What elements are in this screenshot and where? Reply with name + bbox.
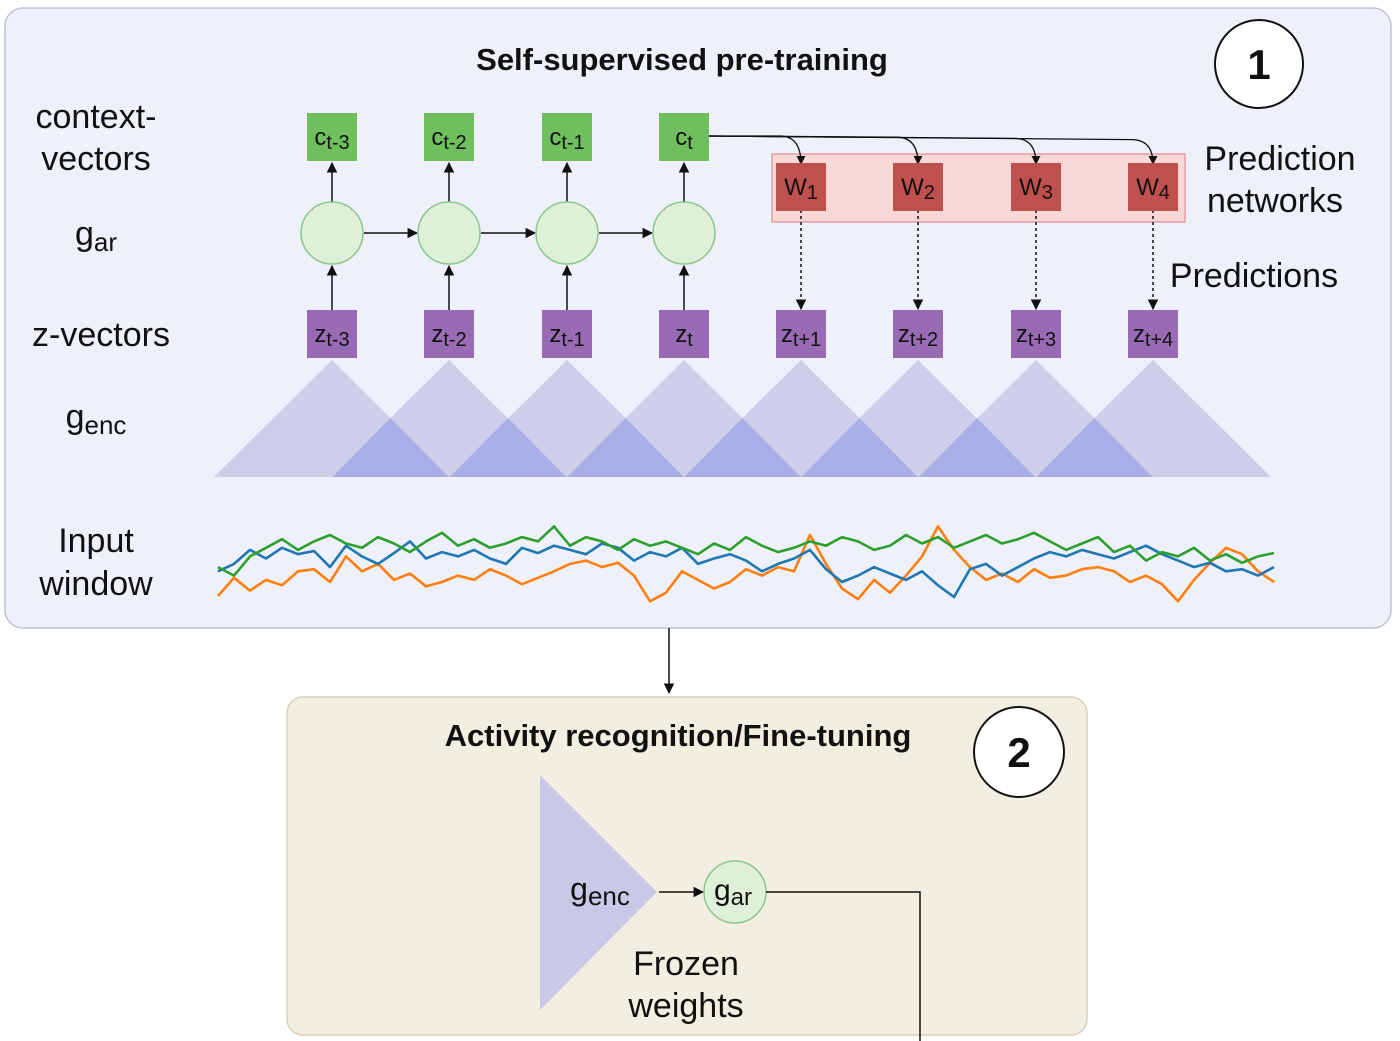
row-label-context-2: vectors xyxy=(41,140,151,178)
z-vector-label: zt+2 xyxy=(898,321,938,351)
signal-green xyxy=(217,525,1275,577)
frozen-weights-label-1: Frozen xyxy=(633,945,739,983)
gar-cell xyxy=(652,201,716,265)
row-label-input-1: Input xyxy=(58,522,134,560)
gar-cell xyxy=(417,201,481,265)
context-vector-box xyxy=(542,113,592,161)
encoder-triangles xyxy=(214,360,1271,477)
row-label-genc: genc xyxy=(66,398,127,440)
prediction-networks-label-1: Prediction xyxy=(1204,140,1355,178)
frozen-weights-label-2: weights xyxy=(627,987,743,1025)
gar-output-line xyxy=(766,891,921,1041)
z-vector-label: zt-2 xyxy=(431,321,466,351)
signal-orange xyxy=(217,525,1275,603)
z-vector-box xyxy=(542,310,592,358)
context-vector-label: ct xyxy=(675,124,693,154)
encoder-overlap xyxy=(684,418,801,477)
prediction-network-box xyxy=(893,163,943,211)
frozen-encoder-triangle xyxy=(540,775,657,1010)
prediction-network-label: W3 xyxy=(1019,174,1053,204)
prediction-network-box xyxy=(1011,163,1061,211)
encoder-overlap xyxy=(332,418,449,477)
z-vector-box xyxy=(1011,310,1061,358)
encoder-overlap xyxy=(919,418,1035,477)
finetuning-panel xyxy=(286,696,1088,1036)
z-vector-box xyxy=(893,310,943,358)
encoder-overlap xyxy=(1036,418,1153,477)
gar-cell xyxy=(300,201,364,265)
input-window-signals xyxy=(217,525,1275,603)
row-label-input-2: window xyxy=(38,565,153,603)
pretraining-title: Self-supervised pre-training xyxy=(476,42,888,77)
z-vector-label: zt+4 xyxy=(1133,321,1173,351)
context-vector-label: ct-2 xyxy=(431,124,466,154)
z-vector-label: zt+1 xyxy=(781,321,821,351)
z-vector-label: zt-3 xyxy=(314,321,349,351)
prediction-networks: W1 W2 W3 W4 xyxy=(776,163,1178,211)
encoder-overlap xyxy=(567,418,684,477)
step-1-number: 1 xyxy=(1247,41,1270,88)
row-label-gar: gar xyxy=(75,215,117,257)
finetune-genc-label: genc xyxy=(570,871,630,911)
connections xyxy=(326,135,1159,311)
context-vector-box xyxy=(307,113,357,161)
prediction-network-label: W1 xyxy=(784,174,818,204)
prediction-network-box xyxy=(1128,163,1178,211)
step-1-badge xyxy=(1214,19,1304,109)
prediction-networks-box xyxy=(771,153,1186,223)
context-vector-label: ct-1 xyxy=(549,124,584,154)
z-vector-box xyxy=(776,310,826,358)
row-label-context-1: context- xyxy=(36,98,157,136)
gar-cells xyxy=(300,201,716,265)
context-vector-box xyxy=(424,113,474,161)
signal-blue xyxy=(217,540,1275,599)
prediction-network-box xyxy=(776,163,826,211)
z-vector-box xyxy=(424,310,474,358)
encoder-overlap xyxy=(801,418,918,477)
z-vector-box xyxy=(659,310,709,358)
z-vectors: zt-3 zt-2 zt-1 zt zt+1 zt+2 zt+3 zt+4 xyxy=(307,310,1178,358)
z-vector-box xyxy=(1128,310,1178,358)
predictions-label: Predictions xyxy=(1170,257,1338,295)
prediction-networks-label-2: networks xyxy=(1207,182,1343,220)
step-2-badge xyxy=(973,706,1065,798)
step-2-number: 2 xyxy=(1007,729,1030,776)
prediction-network-label: W4 xyxy=(1136,174,1170,204)
context-to-prediction-arrow xyxy=(708,135,1158,165)
finetuning-title: Activity recognition/Fine-tuning xyxy=(445,718,912,753)
z-vector-label: zt+3 xyxy=(1016,321,1056,351)
encoder-overlap xyxy=(450,418,566,477)
z-vector-box xyxy=(307,310,357,358)
gar-cell xyxy=(535,201,599,265)
z-vector-label: zt xyxy=(675,321,693,351)
finetune-gar-label: gar xyxy=(714,874,752,911)
context-vectors: ct-3 ct-2 ct-1 ct xyxy=(307,113,709,161)
row-label-z: z-vectors xyxy=(32,316,170,354)
z-vector-label: zt-1 xyxy=(549,321,584,351)
context-vector-label: ct-3 xyxy=(314,124,349,154)
context-vector-box xyxy=(659,113,709,161)
prediction-network-label: W2 xyxy=(901,174,935,204)
